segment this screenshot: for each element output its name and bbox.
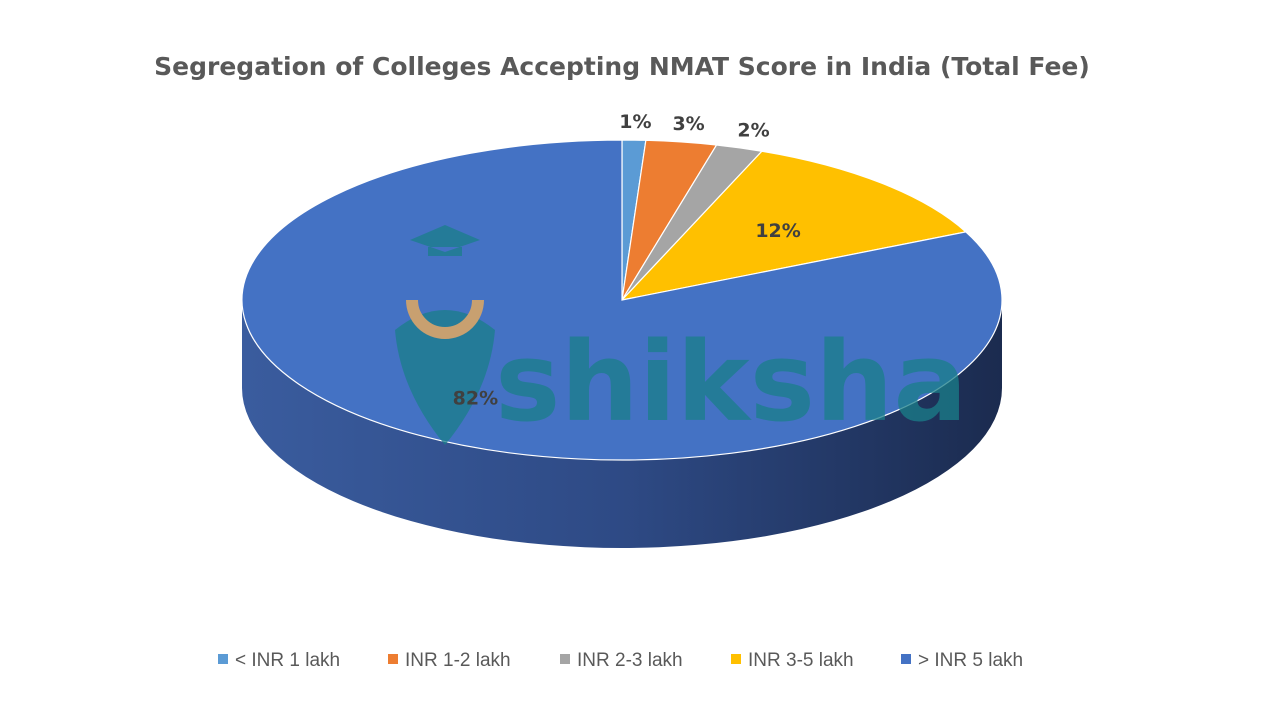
pie-slice bbox=[620, 150, 968, 301]
legend-label: > INR 5 lakh bbox=[918, 650, 1023, 671]
legend-label: INR 3-5 lakh bbox=[748, 650, 854, 671]
graduation-cap-icon bbox=[410, 225, 480, 256]
watermark-text: shiksha bbox=[495, 318, 968, 446]
data-label: 2% bbox=[737, 120, 769, 142]
data-label: 1% bbox=[619, 111, 651, 133]
data-label: 12% bbox=[755, 220, 800, 242]
legend-swatch bbox=[388, 654, 398, 664]
watermark-logo: shiksha bbox=[395, 225, 968, 446]
legend-label: INR 2-3 lakh bbox=[577, 650, 683, 671]
legend-swatch bbox=[901, 654, 911, 664]
pie-side-wall bbox=[242, 300, 1002, 548]
legend-swatch bbox=[218, 654, 228, 664]
chart-title: Segregation of Colleges Accepting NMAT S… bbox=[154, 52, 1090, 81]
legend-label: INR 1-2 lakh bbox=[405, 650, 511, 671]
legend-swatch bbox=[560, 654, 570, 664]
legend: < INR 1 lakh INR 1-2 lakh INR 2-3 lakh INR … bbox=[218, 650, 1023, 671]
pen-nib-icon bbox=[395, 310, 495, 445]
legend-label: < INR 1 lakh bbox=[235, 650, 340, 671]
legend-swatch bbox=[731, 654, 741, 664]
data-label: 82% bbox=[453, 387, 498, 409]
data-label: 3% bbox=[672, 113, 704, 135]
